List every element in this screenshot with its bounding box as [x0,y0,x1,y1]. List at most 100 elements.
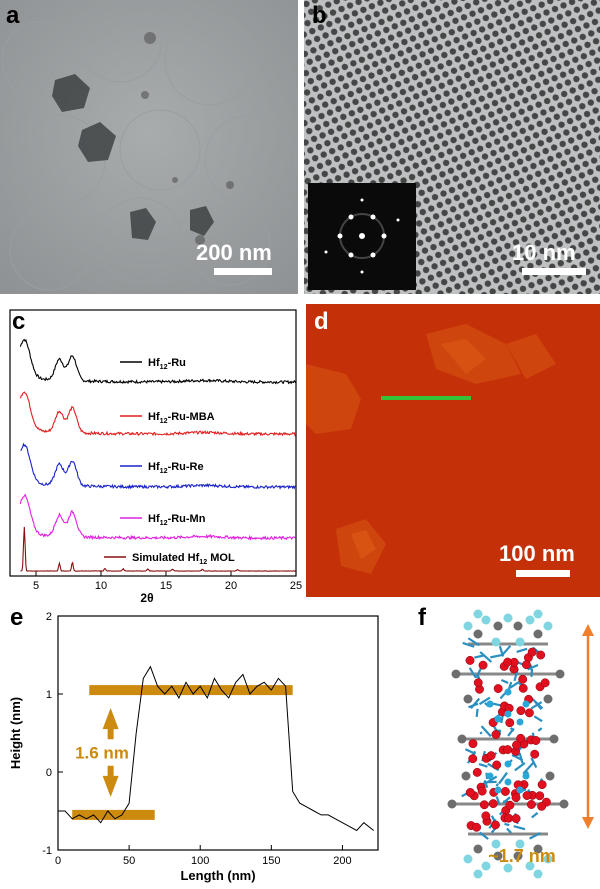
bond [529,832,541,840]
bond [478,696,491,706]
hafnium-atom [494,786,502,794]
hafnium-atom [522,700,530,708]
carbon-atom [463,694,473,704]
x-tick-label: 20 [225,580,237,592]
bond [531,812,539,819]
bond [537,727,543,732]
x-tick-label: 25 [290,580,302,592]
panel-b-scale-bar [522,268,586,275]
oxygen-atom [527,647,537,657]
panel-b-label: b [312,2,327,29]
fluorine-atom [481,615,491,625]
x-tick-label: 200 [333,855,351,867]
y-axis-label: Height (nm) [8,697,23,769]
hf12-cluster-model: ~1.7 nm [447,609,594,879]
bond [462,641,475,648]
length-arrow-head-bottom [582,817,594,829]
oxygen-atom [518,683,528,693]
panel-d-afm-image: d 100 nm [306,304,600,597]
bond [529,664,533,671]
panel-c-pxrd-chart: 5 10 15 20 25 2θ Hf12-Ru Hf12-Ru-MBA Hf12-Ru-Re H… [0,304,302,604]
pxrd-plot: 5 10 15 20 25 2θ Hf12-Ru Hf12-Ru-MBA Hf12-Ru-Re H… [9,309,302,604]
fluorine-atom [543,854,553,864]
bond [506,827,512,834]
carbon-atom [555,669,565,679]
panel-a-label: a [6,2,20,29]
bond [484,780,489,789]
fluorine-atom [503,613,513,623]
panel-d-scale-label: 100 nm [499,541,575,566]
panel-a-scale-label: 200 nm [196,240,272,265]
hafnium-atom [504,688,512,696]
oxygen-atom [530,749,540,759]
x-axis-label: Length (nm) [180,868,255,883]
carbon-atom [543,694,553,704]
bond [503,799,508,803]
series-line [20,526,296,572]
series-line [19,391,297,437]
oxygen-atom [526,800,536,809]
legend-label: Simulated Hf12 MOL [132,552,235,566]
carbon-atom [493,851,503,861]
bond [530,669,534,677]
height-annotation: 1.6 nm [75,744,129,763]
oxygen-atom [473,678,483,688]
oxygen-atom [481,811,491,821]
bond [498,645,505,657]
bond [527,664,539,671]
fluorine-atom [473,609,483,619]
fluorine-atom [525,861,535,871]
bond [500,679,509,684]
series-line [20,442,296,490]
oxygen-atom [516,706,526,716]
oxygen-atom [537,801,547,811]
bond [475,708,479,718]
bond [495,783,499,787]
fluorine-atom [473,869,483,879]
hafnium-atom [522,772,530,780]
oxygen-atom [468,754,478,764]
down-arrow [102,765,119,797]
oxygen-atom [472,822,482,832]
length-arrow-head-top [582,624,594,636]
bond [504,822,510,827]
fluorine-atom [515,839,525,849]
fluorine-atom [503,863,513,873]
bond [516,647,528,654]
plot-frame [9,309,297,577]
hafnium-atom [494,715,502,723]
up-arrow [102,708,119,740]
hafnium-atom [516,786,524,794]
bond [530,701,543,710]
fluorine-atom [491,839,501,849]
oxygen-atom [504,813,514,823]
bond [490,653,502,659]
oxygen-atom [531,736,541,745]
panel-b-scale-label: 10 nm [512,240,576,265]
fluorine-atom [543,621,553,631]
bond [509,727,515,733]
hafnium-atom [486,700,494,708]
y-tick-label: 1 [46,689,52,701]
fluorine-atom [533,869,543,879]
legend-label: Hf12-Ru-Re [148,461,204,475]
oxygen-atom [491,820,500,830]
fluorine-atom [491,637,501,647]
legend-label: Hf12-Ru-MBA [148,411,215,425]
panel-b-hrtem-image: b 10 nm [304,0,600,294]
x-tick-label: 150 [262,855,280,867]
oxygen-atom [505,800,515,810]
bond [480,725,492,738]
panel-a-tem-image: a 200 nm [0,0,298,294]
bond [495,796,501,806]
bond [475,668,482,679]
oxygen-atom [465,788,475,797]
oxygen-atom [505,718,515,728]
x-tick-label: 100 [191,855,209,867]
fluorine-atom [463,854,473,864]
oxygen-atom [488,799,498,809]
hafnium-atom [504,778,512,786]
x-tick-label: 10 [95,580,107,592]
bond [467,637,480,647]
